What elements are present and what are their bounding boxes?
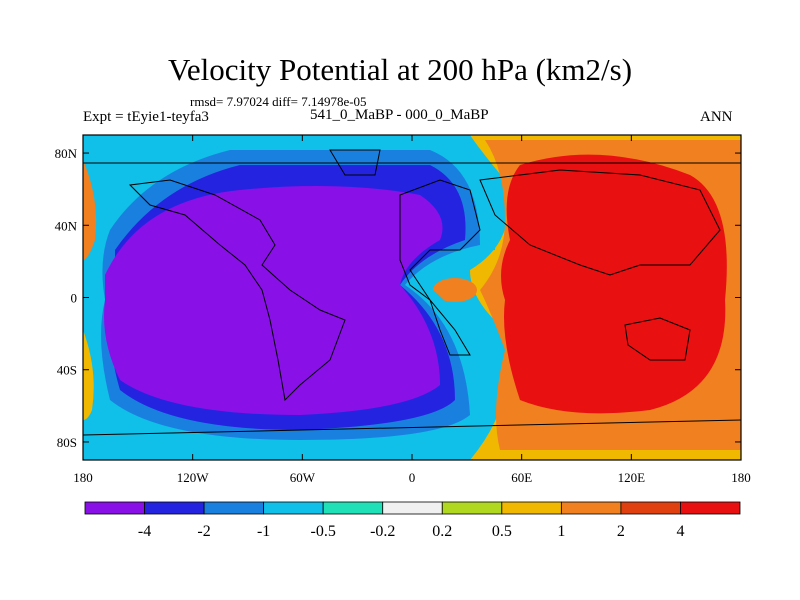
colorbar-swatch [560,501,622,515]
colorbar-swatch [322,501,384,515]
colorbar-swatch [441,501,503,515]
colorbar: -4 -2 -1 -0.5 -0.2 0.2 0.5 1 2 4 [84,501,741,540]
colorbar-swatch [203,501,265,515]
colorbar-label: -1 [257,523,270,540]
colorbar-label: 0.2 [432,523,452,540]
colorbar-swatch [84,501,145,515]
x-tick-label: 0 [409,470,416,485]
x-tick-label: 60E [511,470,532,485]
map-field [83,135,741,460]
colorbar-label: -4 [138,523,151,540]
stats-line: rmsd= 7.97024 diff= 7.14978e-05 [190,94,367,109]
colorbar-label: 1 [557,523,565,540]
x-tick-label: 180 [731,470,751,485]
period-label: 541_0_MaBP - 000_0_MaBP [310,107,489,123]
chart-title: Velocity Potential at 200 hPa (km2/s) [167,52,633,87]
west-edge-positive [83,160,97,260]
x-tick-label: 120W [177,470,210,485]
x-tick-label: 60W [290,470,316,485]
y-tick-label: 40S [57,363,77,378]
y-tick-label: 40N [55,218,78,233]
negative-band-4 [104,186,443,415]
colorbar-label: 4 [676,523,684,540]
x-tick-label: 180 [73,470,93,485]
x-tick-label: 120E [618,470,646,485]
y-tick-label: 0 [71,291,78,306]
colorbar-swatch [620,501,681,515]
colorbar-label: -2 [197,523,210,540]
colorbar-label: -0.5 [311,523,336,540]
positive-lobe [433,278,477,302]
axes: 180 120W 60W 0 60E 120E 180 80N 40N 0 40S 80S [55,135,751,485]
colorbar-swatch [263,501,324,515]
coastlines [83,149,741,436]
colorbar-label: 2 [617,523,625,540]
y-tick-label: 80N [55,146,78,161]
colorbar-swatch [382,501,443,515]
colorbar-swatch [501,501,562,515]
west-edge-positive-south [83,330,94,420]
y-tick-label: 80S [57,435,77,450]
colorbar-swatch [680,501,741,515]
colorbar-label: -0.2 [370,523,395,540]
colorbar-label: 0.5 [492,523,512,540]
positive-band-4 [501,154,727,414]
colorbar-swatch [144,501,205,515]
experiment-label: Expt = tEyie1-teyfa3 [83,109,209,125]
season-label: ANN [700,109,733,125]
